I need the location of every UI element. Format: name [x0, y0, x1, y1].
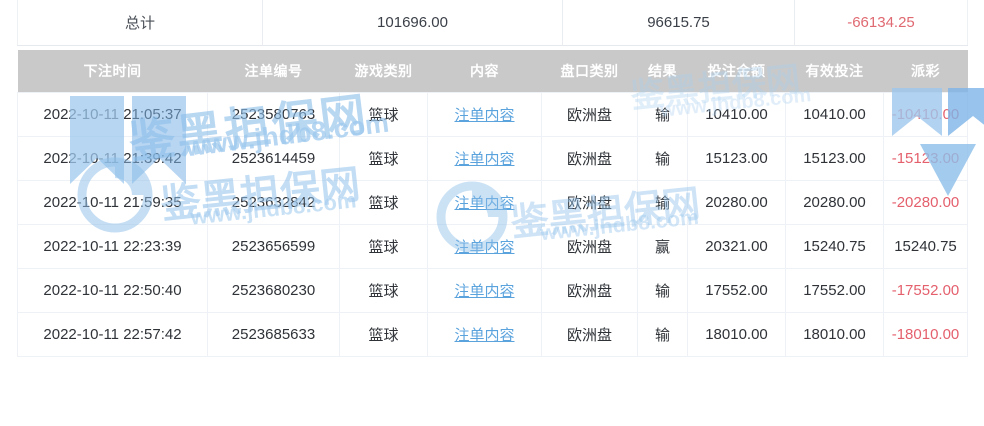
cell-bet-amount: 20280.00	[687, 180, 786, 225]
bets-table: 下注时间 注单编号 游戏类别 内容 盘口类别 结果 投注金额 有效投注 派彩 2…	[17, 50, 968, 357]
bet-content-link[interactable]: 注单内容	[454, 107, 515, 124]
column-header-game-type[interactable]: 游戏类别	[339, 50, 428, 93]
cell-bet-amount: 20321.00	[687, 224, 786, 269]
cell-game-type: 篮球	[339, 224, 428, 269]
cell-bet-time: 2022-10-11 22:23:39	[17, 224, 208, 269]
totals-label: 总计	[17, 0, 263, 46]
cell-bet-time: 2022-10-11 21:39:42	[17, 136, 208, 181]
table-row: 2022-10-11 21:59:35 2523632842 篮球 注单内容 欧洲盘输 2…	[17, 180, 968, 225]
cell-result: 输	[637, 92, 688, 137]
cell-bet-amount: 10410.00	[687, 92, 786, 137]
table-row: 2022-10-11 22:50:40 2523680230 篮球 注单内容 欧洲盘输 1…	[17, 268, 968, 313]
cell-valid-bet: 17552.00	[785, 268, 884, 313]
table-row: 2022-10-11 22:23:39 2523656599 篮球 注单内容 欧洲盘赢 2…	[17, 224, 968, 269]
cell-bet-content: 注单内容	[427, 268, 542, 313]
cell-bet-content: 注单内容	[427, 180, 542, 225]
bet-content-link[interactable]: 注单内容	[454, 327, 515, 344]
cell-game-type: 篮球	[339, 312, 428, 357]
column-header-payout[interactable]: 派彩	[883, 50, 968, 93]
cell-game-type: 篮球	[339, 268, 428, 313]
table-row: 2022-10-11 21:05:37 2523580763 篮球 注单内容 欧洲盘输 1…	[17, 92, 968, 137]
bets-table-container: 下注时间 注单编号 游戏类别 内容 盘口类别 结果 投注金额 有效投注 派彩 2…	[17, 50, 968, 357]
cell-order-number: 2523580763	[207, 92, 340, 137]
bet-content-link[interactable]: 注单内容	[454, 151, 515, 168]
totals-payout: -66134.25	[794, 0, 968, 46]
column-header-time[interactable]: 下注时间	[17, 50, 208, 93]
cell-order-number: 2523685633	[207, 312, 340, 357]
cell-odds-type: 欧洲盘	[541, 180, 638, 225]
cell-bet-time: 2022-10-11 21:59:35	[17, 180, 208, 225]
cell-bet-content: 注单内容	[427, 136, 542, 181]
column-header-order-no[interactable]: 注单编号	[207, 50, 340, 93]
cell-bet-content: 注单内容	[427, 224, 542, 269]
cell-payout: -10410.00	[883, 92, 968, 137]
cell-valid-bet: 20280.00	[785, 180, 884, 225]
header-row: 下注时间 注单编号 游戏类别 内容 盘口类别 结果 投注金额 有效投注 派彩	[17, 50, 968, 93]
column-header-result[interactable]: 结果	[637, 50, 688, 93]
cell-result: 输	[637, 268, 688, 313]
totals-summary: 总计 101696.00 96615.75 -66134.25	[17, 0, 968, 46]
column-header-content[interactable]: 内容	[427, 50, 542, 93]
cell-bet-time: 2022-10-11 21:05:37	[17, 92, 208, 137]
cell-bet-content: 注单内容	[427, 312, 542, 357]
cell-order-number: 2523656599	[207, 224, 340, 269]
cell-result: 赢	[637, 224, 688, 269]
cell-payout: 15240.75	[883, 224, 968, 269]
cell-payout: -18010.00	[883, 312, 968, 357]
bet-content-link[interactable]: 注单内容	[454, 195, 515, 212]
cell-bet-amount: 18010.00	[687, 312, 786, 357]
totals-bet-amount: 101696.00	[262, 0, 563, 46]
cell-valid-bet: 15240.75	[785, 224, 884, 269]
cell-odds-type: 欧洲盘	[541, 224, 638, 269]
cell-odds-type: 欧洲盘	[541, 136, 638, 181]
bet-content-link[interactable]: 注单内容	[454, 239, 515, 256]
cell-game-type: 篮球	[339, 92, 428, 137]
bets-table-body: 2022-10-11 21:05:37 2523580763 篮球 注单内容 欧洲盘输 1…	[17, 92, 968, 357]
cell-order-number: 2523614459	[207, 136, 340, 181]
cell-bet-time: 2022-10-11 22:57:42	[17, 312, 208, 357]
cell-result: 输	[637, 312, 688, 357]
cell-order-number: 2523632842	[207, 180, 340, 225]
bet-content-link[interactable]: 注单内容	[454, 283, 515, 300]
cell-game-type: 篮球	[339, 180, 428, 225]
cell-odds-type: 欧洲盘	[541, 268, 638, 313]
cell-valid-bet: 15123.00	[785, 136, 884, 181]
totals-valid-bet: 96615.75	[562, 0, 795, 46]
table-row: 2022-10-11 21:39:42 2523614459 篮球 注单内容 欧洲盘输 1…	[17, 136, 968, 181]
cell-bet-time: 2022-10-11 22:50:40	[17, 268, 208, 313]
cell-game-type: 篮球	[339, 136, 428, 181]
cell-payout: -17552.00	[883, 268, 968, 313]
cell-result: 输	[637, 136, 688, 181]
cell-order-number: 2523680230	[207, 268, 340, 313]
column-header-odds-type[interactable]: 盘口类别	[541, 50, 638, 93]
table-row: 2022-10-11 22:57:42 2523685633 篮球 注单内容 欧洲盘输 1…	[17, 312, 968, 357]
cell-bet-amount: 15123.00	[687, 136, 786, 181]
cell-bet-content: 注单内容	[427, 92, 542, 137]
column-header-bet-amount[interactable]: 投注金额	[687, 50, 786, 93]
bets-table-header: 下注时间 注单编号 游戏类别 内容 盘口类别 结果 投注金额 有效投注 派彩	[17, 50, 968, 93]
column-header-valid-bet[interactable]: 有效投注	[785, 50, 884, 93]
cell-bet-amount: 17552.00	[687, 268, 786, 313]
cell-result: 输	[637, 180, 688, 225]
cell-valid-bet: 10410.00	[785, 92, 884, 137]
cell-payout: -20280.00	[883, 180, 968, 225]
cell-valid-bet: 18010.00	[785, 312, 884, 357]
totals-row: 总计 101696.00 96615.75 -66134.25	[17, 0, 968, 46]
cell-odds-type: 欧洲盘	[541, 92, 638, 137]
cell-odds-type: 欧洲盘	[541, 312, 638, 357]
cell-payout: -15123.00	[883, 136, 968, 181]
